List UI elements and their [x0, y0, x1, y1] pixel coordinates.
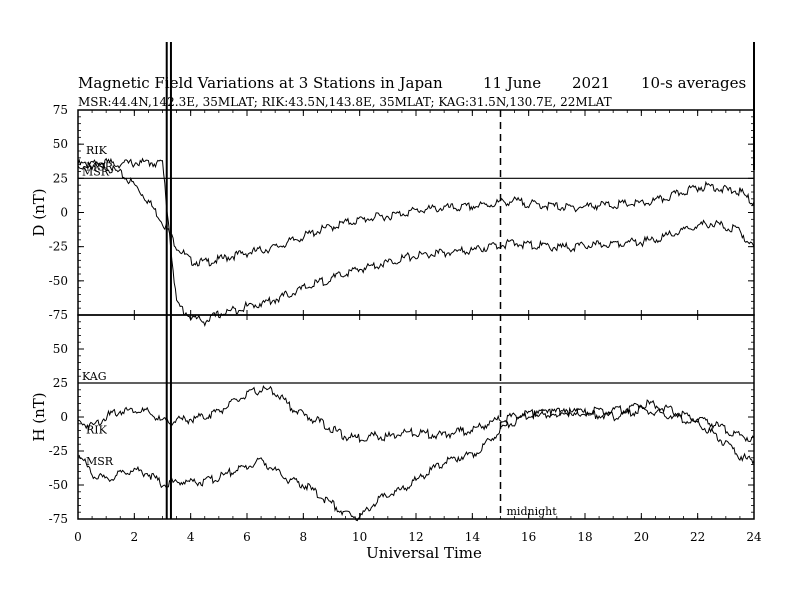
series-line-rik: [77, 384, 755, 444]
chart-stations: MSR:44.4N,142.3E, 35MLAT; RIK:43.5N,143.…: [78, 95, 612, 109]
series-label: MSR: [86, 455, 114, 468]
chart-year: 2021: [572, 74, 610, 92]
x-tick-label: 22: [690, 530, 705, 544]
y-axis-label: H (nT): [30, 392, 48, 441]
chart-averaging: 10-s averages: [641, 74, 746, 92]
y-tick-label: 50: [53, 342, 68, 356]
series-line-msr: [77, 404, 755, 522]
series-label: RIK: [86, 424, 108, 437]
chart-overlays: midnight: [165, 42, 755, 519]
x-tick-label: 2: [131, 530, 139, 544]
y-tick-label: 50: [53, 137, 68, 151]
x-tick-label: 12: [408, 530, 423, 544]
chart-date: 11 June: [483, 74, 541, 92]
midnight-label: midnight: [507, 505, 558, 518]
x-tick-label: 20: [634, 530, 649, 544]
y-tick-label: 75: [53, 103, 68, 117]
x-tick-label: 6: [243, 530, 251, 544]
x-axis-label: Universal Time: [366, 544, 482, 562]
x-tick-label: 14: [465, 530, 481, 544]
y-tick-label: -75: [49, 308, 68, 322]
y-tick-label: -25: [49, 240, 68, 254]
x-axis: 0 2 4 6 8 10 12 14 16 18 20 22 24: [74, 110, 762, 544]
y-tick-label: -75: [49, 512, 68, 526]
x-tick-label: 18: [577, 530, 592, 544]
series-line-rik: [77, 158, 755, 267]
y-axis-label: D (nT): [30, 188, 48, 236]
chart-title: Magnetic Field Variations at 3 Stations …: [78, 74, 443, 92]
y-tick-label: 25: [53, 376, 68, 390]
d-component-panel: 75 50 25 0 -25 -50 -75 MSR D (nT) RIK MSR: [30, 103, 755, 327]
x-tick-label: 16: [521, 530, 536, 544]
x-tick-label: 24: [746, 530, 762, 544]
series-label: MSR: [86, 161, 114, 174]
x-tick-label: 8: [300, 530, 308, 544]
y-tick-label: 25: [53, 171, 68, 185]
y-tick-label: 0: [60, 410, 68, 424]
x-tick-label: 10: [352, 530, 367, 544]
baseline-label: MSR: [82, 165, 110, 178]
h-component-panel: 50 25 0 -25 -50 -75 KAG H (nT) RIK MSR: [30, 314, 755, 526]
panel-frame: [77, 109, 755, 316]
series-label: RIK: [86, 144, 108, 157]
y-tick-label: -50: [49, 478, 68, 492]
y-tick-label: -25: [49, 444, 68, 458]
baseline-label: KAG: [82, 370, 107, 383]
x-tick-label: 4: [187, 530, 195, 544]
series-line-msr: [77, 157, 755, 327]
y-tick-label: -50: [49, 274, 68, 288]
y-tick-label: 0: [60, 206, 68, 220]
x-tick-label: 0: [74, 530, 82, 544]
